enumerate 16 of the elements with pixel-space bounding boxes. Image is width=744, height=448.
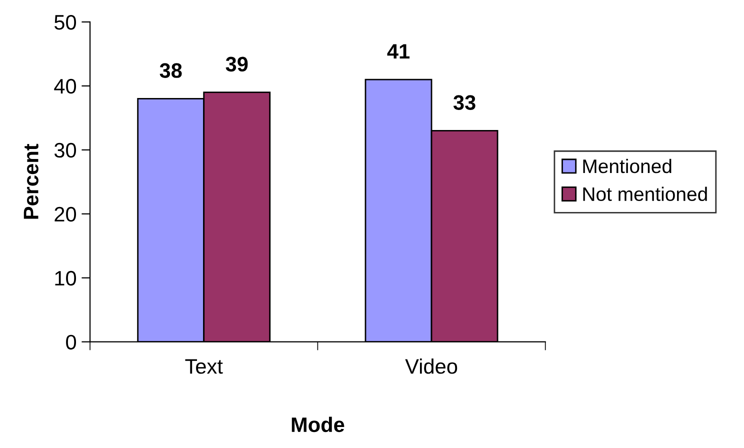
data-label: 38 [160,63,182,78]
x-tick-label: Video [405,358,458,374]
y-tick-label: 30 [54,142,76,158]
y-tick-label: 40 [54,78,76,94]
y-tick-label: 50 [54,14,76,30]
y-tick-label: 0 [66,334,76,350]
x-tick-label: Text [185,359,223,374]
x-axis-title: Mode [292,416,344,432]
data-label: 41 [387,44,410,59]
legend-label: Not mentioned [583,186,707,202]
y-tick-label: 20 [54,206,76,222]
data-label: 33 [453,95,476,110]
y-axis-title: Percent [24,144,38,219]
legend-label: Mentioned [583,158,672,174]
data-label: 39 [226,56,248,72]
y-tick-label: 10 [55,270,76,286]
